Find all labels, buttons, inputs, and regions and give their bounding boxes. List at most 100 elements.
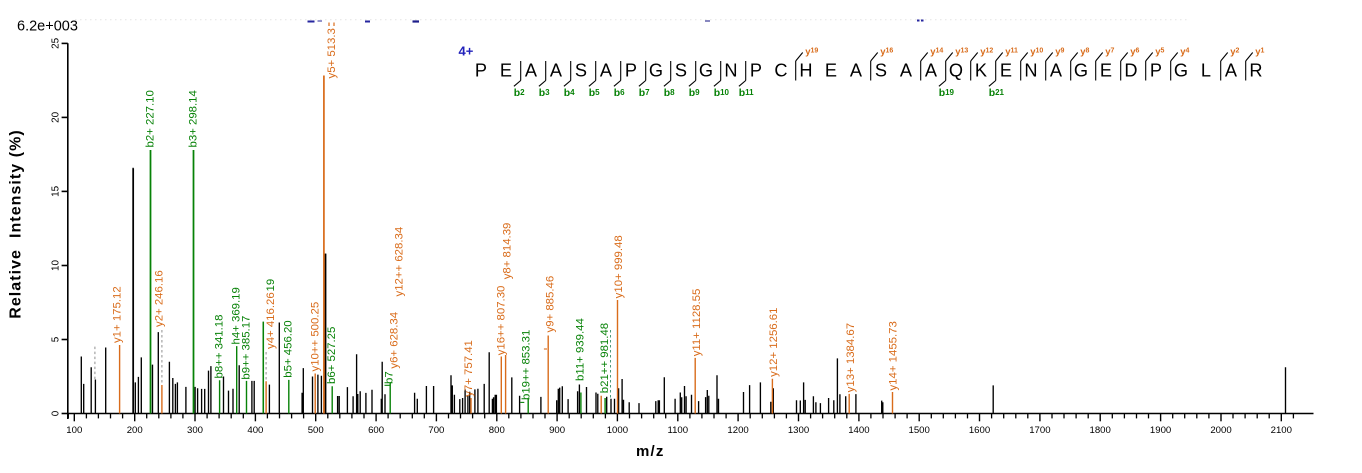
- svg-text:y5+ 513.3: y5+ 513.3: [326, 28, 338, 78]
- svg-text:y8+ 814.39: y8+ 814.39: [501, 223, 513, 280]
- svg-text:2000: 2000: [1210, 425, 1231, 436]
- svg-text:b7: b7: [384, 371, 396, 384]
- svg-text:y9: y9: [1055, 47, 1064, 58]
- svg-text:y14+ 1455.73: y14+ 1455.73: [888, 321, 900, 390]
- svg-text:1200: 1200: [727, 425, 748, 436]
- svg-text:y16++ 807.30: y16++ 807.30: [496, 286, 508, 356]
- svg-text:b19: b19: [939, 87, 955, 99]
- svg-text:P: P: [475, 60, 487, 80]
- svg-text:y13+ 1384.67: y13+ 1384.67: [845, 323, 857, 392]
- svg-text:G: G: [1074, 60, 1088, 80]
- svg-text:2100: 2100: [1271, 425, 1292, 436]
- svg-text:y11: y11: [1005, 47, 1018, 58]
- svg-text:A: A: [900, 60, 913, 80]
- svg-text:y1+ 175.12: y1+ 175.12: [112, 286, 124, 343]
- svg-text:C: C: [774, 60, 787, 80]
- svg-text:700: 700: [428, 425, 444, 436]
- svg-text:b7: b7: [639, 87, 650, 99]
- svg-text:y14: y14: [930, 47, 943, 58]
- svg-text:6.2e+003: 6.2e+003: [17, 19, 78, 35]
- svg-text:b11+ 939.44: b11+ 939.44: [575, 318, 587, 381]
- svg-text:D: D: [1124, 60, 1137, 80]
- svg-text:4+: 4+: [459, 44, 474, 59]
- svg-text:G: G: [1174, 60, 1188, 80]
- svg-text:G: G: [649, 60, 663, 80]
- svg-text:P: P: [750, 60, 762, 80]
- svg-text:y16: y16: [880, 47, 893, 58]
- svg-text:y10++ 500.25: y10++ 500.25: [309, 302, 321, 372]
- svg-text:S: S: [875, 60, 887, 80]
- svg-text:1000: 1000: [607, 425, 628, 436]
- svg-text:A: A: [525, 60, 538, 80]
- svg-text:y5: y5: [1155, 47, 1164, 58]
- svg-text:b10: b10: [714, 87, 730, 99]
- svg-text:b3: b3: [539, 87, 550, 99]
- svg-text:b2: b2: [514, 87, 525, 99]
- svg-text:1600: 1600: [969, 425, 990, 436]
- svg-text:15: 15: [51, 185, 62, 196]
- svg-text:P: P: [625, 60, 637, 80]
- svg-text:S: S: [675, 60, 687, 80]
- svg-text:y6: y6: [1130, 47, 1139, 58]
- svg-text:A: A: [1225, 60, 1238, 80]
- svg-text:y4: y4: [1180, 47, 1189, 58]
- svg-text:b19++ 853.31: b19++ 853.31: [520, 330, 532, 400]
- svg-text:100: 100: [66, 425, 82, 436]
- svg-text:P: P: [1150, 60, 1162, 80]
- svg-text:1100: 1100: [667, 425, 688, 436]
- svg-text:b21: b21: [989, 87, 1005, 99]
- svg-text:b4: b4: [564, 87, 575, 99]
- svg-text:y4+ 416.26: y4+ 416.26: [265, 292, 277, 349]
- svg-text:b5: b5: [589, 87, 600, 99]
- svg-text:y2: y2: [1230, 47, 1239, 58]
- svg-text:b3+ 298.14: b3+ 298.14: [187, 90, 199, 147]
- svg-text:b8++ 341.18: b8++ 341.18: [213, 315, 225, 379]
- svg-text:y19: y19: [805, 47, 818, 58]
- svg-text:K: K: [975, 60, 987, 80]
- svg-text:b9: b9: [689, 87, 700, 99]
- svg-text:800: 800: [489, 425, 505, 436]
- svg-text:1700: 1700: [1029, 425, 1050, 436]
- svg-text:y10: y10: [1030, 47, 1043, 58]
- svg-text:b21++ 981.48: b21++ 981.48: [599, 323, 611, 393]
- svg-text:y11+ 1128.55: y11+ 1128.55: [691, 289, 703, 357]
- svg-text:A: A: [925, 60, 938, 80]
- svg-text:h4+ 369.19: h4+ 369.19: [231, 287, 243, 344]
- svg-text:y13: y13: [955, 47, 968, 58]
- svg-text:y7: y7: [1105, 47, 1114, 58]
- svg-text:1500: 1500: [909, 425, 930, 436]
- svg-text:19: 19: [265, 279, 277, 292]
- svg-text:25: 25: [51, 37, 62, 48]
- svg-text:1800: 1800: [1090, 425, 1111, 436]
- svg-text:N: N: [1024, 60, 1037, 80]
- svg-text:Q: Q: [949, 60, 963, 80]
- svg-text:G: G: [699, 60, 713, 80]
- svg-text:10: 10: [51, 260, 62, 271]
- svg-text:N: N: [724, 60, 737, 80]
- svg-text:E: E: [825, 60, 837, 80]
- svg-text:900: 900: [549, 425, 565, 436]
- svg-text:Relative Intensity (%): Relative Intensity (%): [8, 129, 25, 319]
- svg-text:1900: 1900: [1150, 425, 1171, 436]
- svg-text:y7+ 757.41: y7+ 757.41: [463, 340, 475, 397]
- svg-text:1400: 1400: [848, 425, 869, 436]
- svg-text:H: H: [799, 60, 812, 80]
- svg-text:y6+ 628.34: y6+ 628.34: [388, 312, 400, 369]
- svg-text:A: A: [600, 60, 613, 80]
- svg-text:500: 500: [308, 425, 324, 436]
- svg-text:A: A: [850, 60, 863, 80]
- svg-text:y9+ 885.46: y9+ 885.46: [544, 276, 556, 333]
- svg-text:m/z: m/z: [636, 443, 665, 460]
- svg-text:0: 0: [51, 410, 62, 416]
- svg-text:b6+ 527.25: b6+ 527.25: [326, 327, 338, 384]
- svg-text:300: 300: [187, 425, 203, 436]
- svg-text:b2+ 227.10: b2+ 227.10: [144, 90, 156, 147]
- svg-text:L: L: [1201, 60, 1211, 80]
- svg-text:y8: y8: [1080, 47, 1089, 58]
- svg-text:400: 400: [247, 425, 263, 436]
- svg-text:E: E: [1100, 60, 1112, 80]
- svg-text:1300: 1300: [788, 425, 809, 436]
- svg-text:b6: b6: [614, 87, 625, 99]
- svg-text:E: E: [1000, 60, 1012, 80]
- svg-text:b5+ 456.20: b5+ 456.20: [283, 320, 295, 377]
